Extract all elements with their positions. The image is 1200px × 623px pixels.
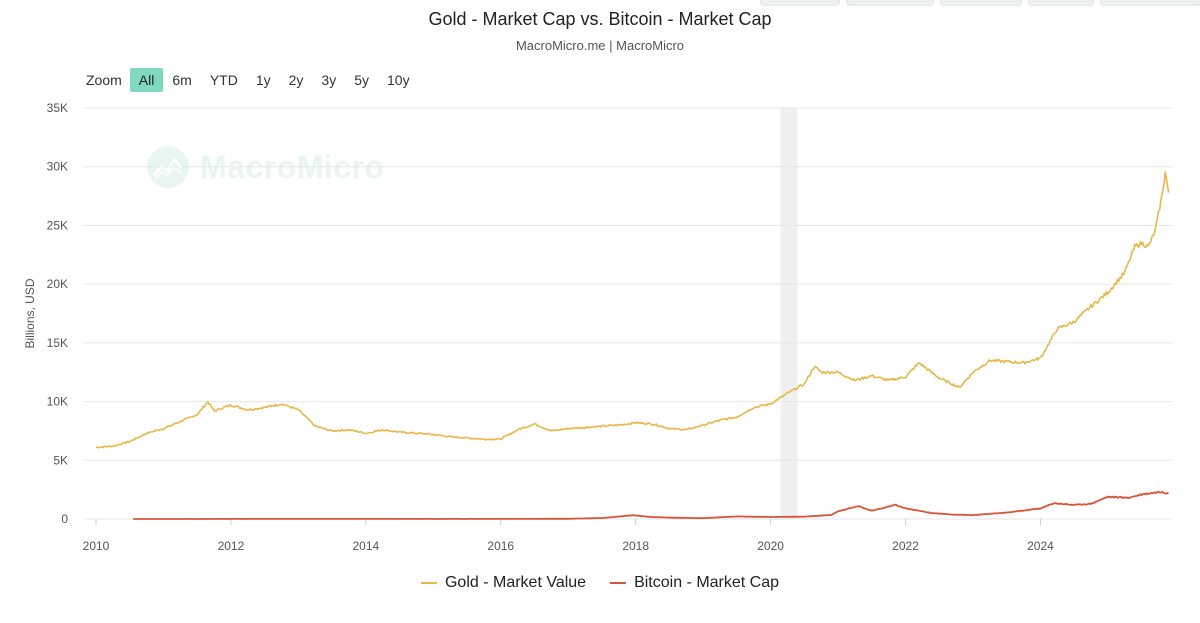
x-tick-label: 2022	[892, 539, 919, 553]
x-tick-label: 2010	[83, 539, 110, 553]
x-tick-label: 2018	[622, 539, 649, 553]
legend-item-bitcoin[interactable]: Bitcoin - Market Cap	[610, 574, 779, 592]
y-tick-label: 5K	[53, 453, 68, 467]
series-line-bitcoin	[133, 490, 1169, 520]
zoom-button-5y[interactable]: 5y	[354, 72, 369, 88]
top-toolbar-button[interactable]	[1100, 0, 1200, 6]
macromicro-logo-icon	[147, 146, 189, 188]
top-toolbar-button[interactable]	[846, 0, 934, 6]
legend: Gold - Market Value Bitcoin - Market Cap	[0, 574, 1200, 592]
chart-subtitle: MacroMicro.me | MacroMicro	[515, 38, 685, 53]
zoom-button-2y[interactable]: 2y	[288, 72, 304, 88]
y-tick-label: 25K	[47, 218, 68, 232]
zoom-button-1y[interactable]: 1y	[255, 72, 271, 88]
top-toolbar-button[interactable]	[1028, 0, 1094, 6]
zoom-button-all[interactable]: All	[129, 68, 164, 92]
y-axis-label: Billions, USD	[23, 278, 37, 348]
y-tick-label: 15K	[47, 336, 68, 350]
x-tick-label: 2014	[352, 539, 379, 553]
watermark: MacroMicro	[146, 145, 385, 189]
zoom-button-ytd[interactable]: YTD	[209, 72, 238, 88]
zoom-label: Zoom	[86, 72, 122, 88]
x-tick-label: 2016	[487, 539, 514, 553]
shaded-band	[780, 108, 798, 519]
legend-item-gold[interactable]: Gold - Market Value	[420, 574, 587, 592]
zoom-bar: Zoom All 6m YTD 1y 2y 3y 5y 10y	[84, 68, 419, 92]
top-toolbar-button[interactable]	[940, 0, 1022, 6]
y-tick-label: 10K	[47, 395, 68, 409]
x-tick-label: 2020	[757, 539, 784, 553]
y-tick-label: 20K	[47, 277, 68, 291]
legend-swatch-bitcoin	[610, 582, 627, 584]
series-line-gold	[95, 171, 1170, 449]
zoom-button-3y[interactable]: 3y	[321, 72, 337, 88]
y-tick-label: 0	[61, 512, 68, 526]
watermark-text: MacroMicro	[200, 148, 385, 185]
chart-title: Gold - Market Cap vs. Bitcoin - Market C…	[428, 9, 772, 29]
legend-swatch-gold	[420, 582, 437, 584]
zoom-button-10y[interactable]: 10y	[387, 72, 410, 88]
x-tick-label: 2024	[1027, 539, 1054, 553]
zoom-button-6m[interactable]: 6m	[172, 72, 192, 88]
top-toolbar-button[interactable]	[760, 0, 840, 6]
y-tick-label: 30K	[47, 160, 68, 174]
x-tick-label: 2012	[218, 539, 245, 553]
y-tick-label: 35K	[47, 101, 68, 115]
legend-label-bitcoin: Bitcoin - Market Cap	[634, 574, 780, 591]
legend-label-gold: Gold - Market Value	[444, 574, 587, 591]
